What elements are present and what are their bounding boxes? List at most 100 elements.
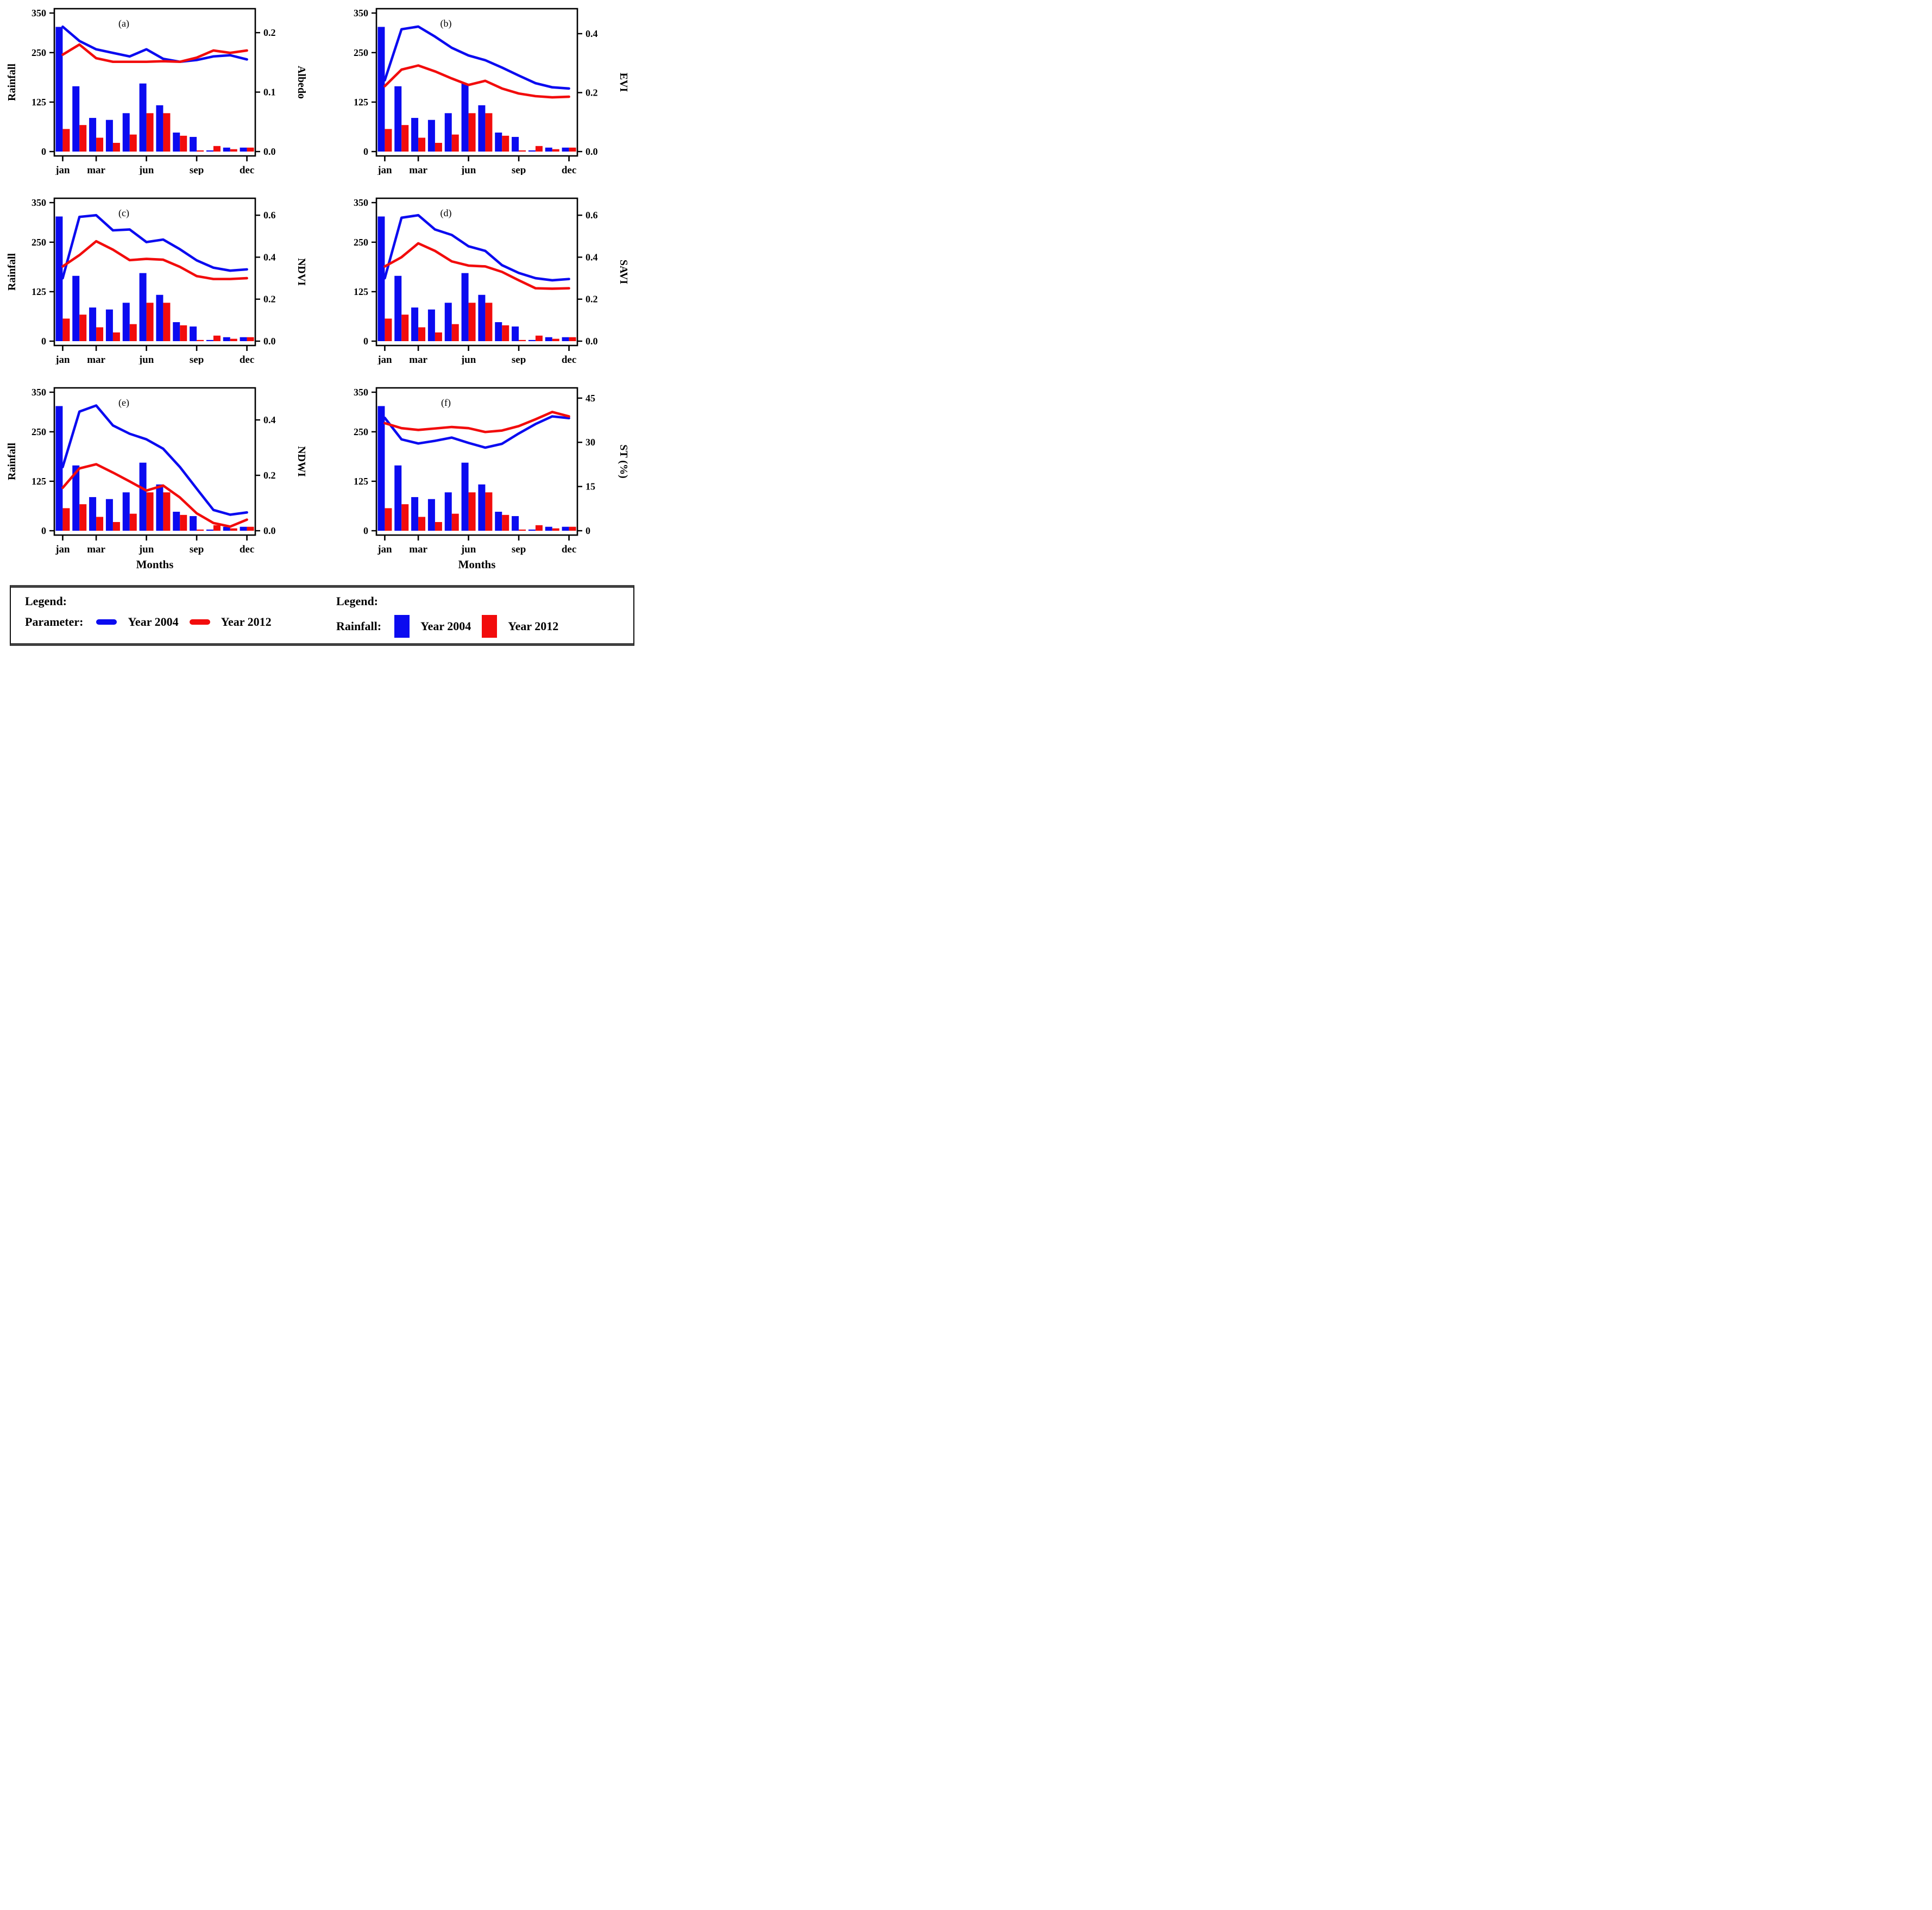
- svg-text:jan: jan: [55, 165, 70, 175]
- svg-text:mar: mar: [87, 354, 105, 365]
- svg-text:Albedo: Albedo: [295, 66, 307, 99]
- svg-text:350: 350: [32, 387, 46, 398]
- panel-c: 0 125 250 350 0.0 0.2 0.4 0.6 jan mar jun sep dec (c)…: [0, 192, 322, 367]
- svg-text:0.1: 0.1: [263, 87, 276, 98]
- svg-text:0: 0: [41, 336, 46, 347]
- svg-text:jan: jan: [55, 544, 70, 555]
- svg-text:0.0: 0.0: [586, 336, 598, 347]
- svg-text:sep: sep: [190, 544, 204, 555]
- legend-parameter-section: Legend: Parameter: Year 2004 Year 2012: [11, 592, 322, 638]
- line-swatch-year-2004: [96, 619, 117, 625]
- legend-box: Legend: Parameter: Year 2004 Year 2012 L…: [10, 585, 634, 646]
- svg-text:mar: mar: [409, 165, 427, 175]
- panel-c-chart: 0 125 250 350 0.0 0.2 0.4 0.6 jan mar jun sep dec (c)…: [6, 197, 307, 366]
- svg-text:15: 15: [586, 481, 595, 492]
- svg-text:sep: sep: [512, 544, 526, 555]
- svg-text:(a): (a): [118, 18, 129, 29]
- svg-text:dec: dec: [240, 544, 254, 555]
- svg-text:sep: sep: [512, 165, 526, 175]
- svg-text:jun: jun: [461, 165, 476, 175]
- svg-text:dec: dec: [562, 165, 576, 175]
- svg-text:mar: mar: [87, 165, 105, 175]
- svg-text:ST (%): ST (%): [618, 444, 630, 478]
- legend-line-2012-label: Year 2012: [221, 615, 272, 629]
- svg-text:125: 125: [354, 286, 368, 297]
- svg-text:0.2: 0.2: [263, 294, 276, 305]
- svg-text:0.2: 0.2: [263, 470, 276, 481]
- svg-text:mar: mar: [87, 544, 105, 555]
- svg-text:0.0: 0.0: [263, 146, 276, 157]
- svg-text:(d): (d): [440, 208, 452, 219]
- svg-text:125: 125: [354, 476, 368, 487]
- svg-text:sep: sep: [512, 354, 526, 365]
- svg-text:45: 45: [586, 393, 595, 404]
- svg-text:0.6: 0.6: [263, 210, 276, 221]
- svg-text:0: 0: [41, 146, 46, 157]
- svg-text:0.4: 0.4: [586, 28, 598, 39]
- svg-text:EVI: EVI: [618, 73, 630, 92]
- svg-text:250: 250: [354, 426, 368, 437]
- legend-rainfall-section: Legend: Rainfall: Year 2004 Year 2012: [322, 592, 633, 638]
- svg-text:jan: jan: [55, 354, 70, 365]
- svg-text:sep: sep: [190, 165, 204, 175]
- bar-swatch-year-2004: [394, 615, 410, 638]
- svg-text:jan: jan: [377, 165, 392, 175]
- svg-text:mar: mar: [409, 354, 427, 365]
- svg-text:(f): (f): [441, 397, 451, 409]
- svg-text:350: 350: [354, 8, 368, 18]
- svg-text:dec: dec: [562, 354, 576, 365]
- svg-text:125: 125: [32, 286, 46, 297]
- svg-text:SAVI: SAVI: [618, 260, 630, 284]
- svg-text:250: 250: [32, 426, 46, 437]
- svg-text:jun: jun: [461, 354, 476, 365]
- svg-text:0.2: 0.2: [586, 294, 598, 305]
- svg-text:0.0: 0.0: [263, 525, 276, 536]
- svg-text:250: 250: [354, 47, 368, 58]
- legend-title: Legend:: [25, 594, 67, 608]
- svg-text:250: 250: [32, 237, 46, 248]
- line-swatch-year-2012: [189, 619, 210, 625]
- panel-d-chart: 0 125 250 350 0.0 0.2 0.4 0.6 jan mar jun sep dec (d)…: [354, 197, 630, 366]
- figure: 0 125 250 350 0.0 0.1 0.2 jan mar jun sep dec (a) Alb…: [0, 0, 644, 646]
- svg-text:jan: jan: [377, 354, 392, 365]
- svg-text:NDWI: NDWI: [295, 446, 307, 477]
- legend-title: Legend:: [336, 594, 378, 608]
- svg-text:0: 0: [363, 146, 368, 157]
- svg-text:0: 0: [586, 525, 590, 536]
- svg-text:0.2: 0.2: [263, 27, 276, 38]
- svg-text:125: 125: [354, 97, 368, 108]
- svg-text:Rainfall: Rainfall: [6, 64, 18, 101]
- panel-a-chart: 0 125 250 350 0.0 0.1 0.2 jan mar jun sep dec (a) Alb…: [6, 8, 307, 176]
- panel-b: 0 125 250 350 0.0 0.2 0.4 jan mar jun sep dec (b) EVI: [322, 2, 644, 178]
- svg-text:jun: jun: [139, 544, 154, 555]
- legend-parameter-label: Parameter:: [25, 615, 84, 629]
- svg-text:0.0: 0.0: [263, 336, 276, 347]
- panel-f: 0 125 250 350 0 15 30 45 jan mar jun sep dec (f) ST (%…: [322, 381, 644, 575]
- svg-text:jun: jun: [139, 354, 154, 365]
- svg-text:jun: jun: [139, 165, 154, 175]
- svg-text:0.2: 0.2: [586, 87, 598, 98]
- svg-text:dec: dec: [240, 165, 254, 175]
- legend-rainfall-label: Rainfall:: [336, 619, 382, 633]
- svg-text:Months: Months: [458, 558, 496, 571]
- svg-text:dec: dec: [240, 354, 254, 365]
- svg-text:Rainfall: Rainfall: [6, 253, 18, 291]
- panel-d: 0 125 250 350 0.0 0.2 0.4 0.6 jan mar jun sep dec (d)…: [322, 192, 644, 367]
- svg-text:mar: mar: [409, 544, 427, 555]
- legend-bar-2004-label: Year 2004: [420, 619, 471, 633]
- svg-text:Months: Months: [136, 558, 174, 571]
- svg-text:0.4: 0.4: [263, 414, 276, 425]
- svg-text:(b): (b): [440, 18, 452, 29]
- panel-b-chart: 0 125 250 350 0.0 0.2 0.4 jan mar jun sep dec (b) EVI: [354, 8, 630, 176]
- svg-text:(c): (c): [118, 208, 129, 219]
- svg-text:dec: dec: [562, 544, 576, 555]
- panel-e-chart: 0 125 250 350 0.0 0.2 0.4 jan mar jun sep dec (e) NDW…: [6, 387, 307, 571]
- svg-text:0: 0: [363, 336, 368, 347]
- svg-text:jun: jun: [461, 544, 476, 555]
- panel-f-chart: 0 125 250 350 0 15 30 45 jan mar jun sep dec (f) ST (%…: [354, 387, 630, 571]
- legend-bar-2012-label: Year 2012: [508, 619, 559, 633]
- panel-e: 0 125 250 350 0.0 0.2 0.4 jan mar jun sep dec (e) NDW…: [0, 381, 322, 575]
- bar-swatch-year-2012: [482, 615, 498, 638]
- svg-text:0.6: 0.6: [586, 210, 598, 221]
- svg-text:0.0: 0.0: [586, 146, 598, 157]
